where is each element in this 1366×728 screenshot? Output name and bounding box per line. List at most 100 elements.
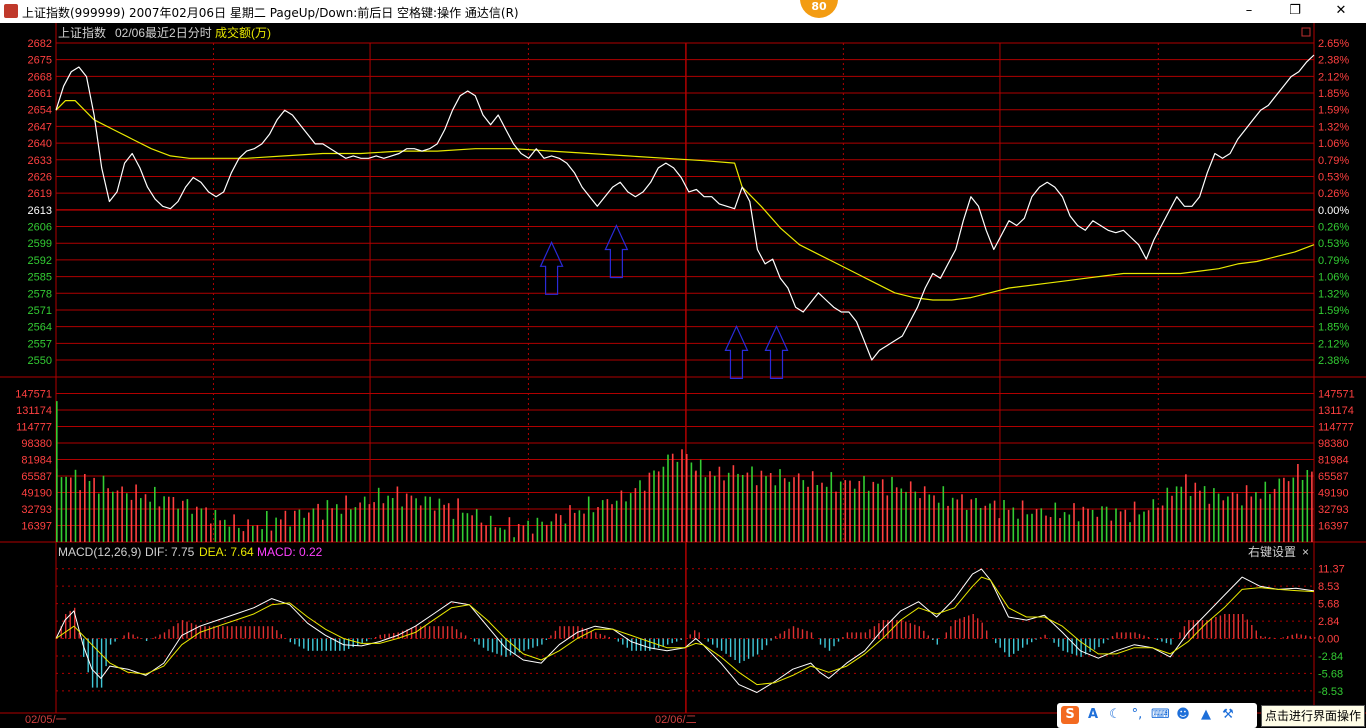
macd-tick-label: 8.53 xyxy=(1318,581,1339,593)
volume-bar xyxy=(256,525,259,542)
macd-bar xyxy=(842,637,844,639)
volume-bar xyxy=(541,521,543,542)
macd-bar xyxy=(204,626,206,639)
minimize-icon[interactable]: – xyxy=(1245,3,1253,18)
macd-bar xyxy=(1111,636,1114,639)
volume-bar xyxy=(126,493,128,542)
volume-bar xyxy=(984,505,987,542)
volume-bar xyxy=(555,513,557,542)
chart-area[interactable]: 2682 2.65% 2675 2.38% 2668 2.12% 2661 1.85% 2654… xyxy=(0,23,1366,728)
user-icon[interactable]: ☻ xyxy=(1176,707,1190,722)
volume-bar xyxy=(1171,495,1173,542)
volume-bar xyxy=(765,476,767,542)
sogou-s-icon[interactable]: S xyxy=(1061,706,1079,724)
volume-bar xyxy=(508,517,511,542)
shirt-icon[interactable]: ▲ xyxy=(1201,707,1211,722)
volume-bar xyxy=(681,449,683,542)
macd-bar xyxy=(195,624,197,639)
macd-bar xyxy=(747,638,750,659)
volume-bar xyxy=(140,498,142,542)
macd-bar xyxy=(541,638,543,645)
volume-bar xyxy=(298,509,301,542)
volume-bar xyxy=(130,499,133,542)
macd-bar xyxy=(959,618,961,639)
macd-bar xyxy=(208,626,211,639)
volume-bar xyxy=(1231,492,1234,542)
volume-bar xyxy=(867,490,870,542)
volume-bar xyxy=(998,518,1001,542)
macd-bar xyxy=(406,629,408,639)
macd-bar xyxy=(698,632,700,639)
volume-tick-label: 98380 xyxy=(21,438,52,450)
macd-bar xyxy=(738,638,741,664)
macd-bar xyxy=(222,626,224,639)
macd-bar xyxy=(384,634,386,639)
restore-icon[interactable]: ❐ xyxy=(1289,3,1301,18)
macd-bar xyxy=(932,638,934,640)
volume-bar xyxy=(1222,500,1225,542)
moon-icon[interactable]: ☾ xyxy=(1109,707,1121,722)
macd-bar xyxy=(339,638,341,651)
macd-bar xyxy=(559,626,561,639)
price-tick-label: 2654 xyxy=(28,105,52,117)
macd-bar xyxy=(945,632,947,639)
price-tick-label: 2571 xyxy=(28,305,52,317)
volume-bar xyxy=(84,474,86,542)
volume-bar xyxy=(737,473,739,542)
ime-toolbar[interactable]: S A ☾ °, ⌨ ☻ ▲ ⚒ xyxy=(1057,703,1257,728)
volume-bar xyxy=(965,509,968,542)
volume-bar xyxy=(247,519,249,542)
settings-link[interactable]: 右键设置 xyxy=(1248,544,1296,559)
macd-bar xyxy=(213,626,215,639)
macd-bar xyxy=(1251,625,1253,639)
macd-bar xyxy=(1120,632,1123,639)
keyboard-icon[interactable]: ⌨ xyxy=(1151,707,1170,722)
volume-bar xyxy=(1040,508,1043,542)
macd-bar xyxy=(963,617,965,639)
up-arrow-icon xyxy=(724,324,749,379)
macd-bar xyxy=(419,626,422,639)
chart-lines xyxy=(55,54,1315,693)
macd-bar xyxy=(1228,614,1230,639)
macd-bar xyxy=(348,638,350,649)
notification-badge[interactable]: 80 xyxy=(800,0,838,18)
macd-bar xyxy=(334,638,336,651)
volume-bar xyxy=(1138,514,1141,542)
macd-bar xyxy=(428,626,431,639)
volume-bar xyxy=(993,500,996,542)
macd-tick-label: 11.37 xyxy=(1318,564,1345,576)
macd-bar xyxy=(1192,620,1195,639)
price-tick-label: 2682 xyxy=(28,38,52,50)
volume-bar xyxy=(443,504,445,542)
macd-bar xyxy=(240,626,242,639)
volume-bar xyxy=(168,496,170,542)
macd-bar xyxy=(1125,632,1127,639)
volume-bar xyxy=(447,503,450,542)
macd-bar xyxy=(280,634,282,639)
volume-bar xyxy=(919,498,921,542)
wrench-icon[interactable]: ⚒ xyxy=(1222,707,1234,722)
macd-bar xyxy=(604,635,606,639)
volume-bar xyxy=(1194,482,1197,542)
close-icon[interactable]: ✕ xyxy=(1335,3,1347,18)
ime-a-icon[interactable]: A xyxy=(1087,707,1099,722)
volume-bar xyxy=(1017,518,1019,542)
volume-bar xyxy=(1031,513,1033,542)
punct-icon[interactable]: °, xyxy=(1131,707,1143,722)
macd-bar xyxy=(617,638,619,642)
macd-bar xyxy=(792,626,795,639)
volume-bar xyxy=(1217,493,1220,542)
volume-bar xyxy=(1073,503,1075,542)
volume-bar xyxy=(597,507,599,542)
restore-panel-icon[interactable] xyxy=(1301,27,1311,37)
percent-tick-label: 2.12% xyxy=(1318,71,1349,83)
macd-bar xyxy=(720,638,723,651)
volume-bar xyxy=(116,490,119,542)
volume-bar xyxy=(979,508,982,542)
close-macd-icon[interactable]: × xyxy=(1302,545,1309,559)
macd-bar xyxy=(1129,632,1132,639)
volume-bar xyxy=(102,475,105,542)
macd-bar xyxy=(671,638,673,644)
volume-bar xyxy=(900,488,903,542)
macd-bar xyxy=(635,638,637,651)
